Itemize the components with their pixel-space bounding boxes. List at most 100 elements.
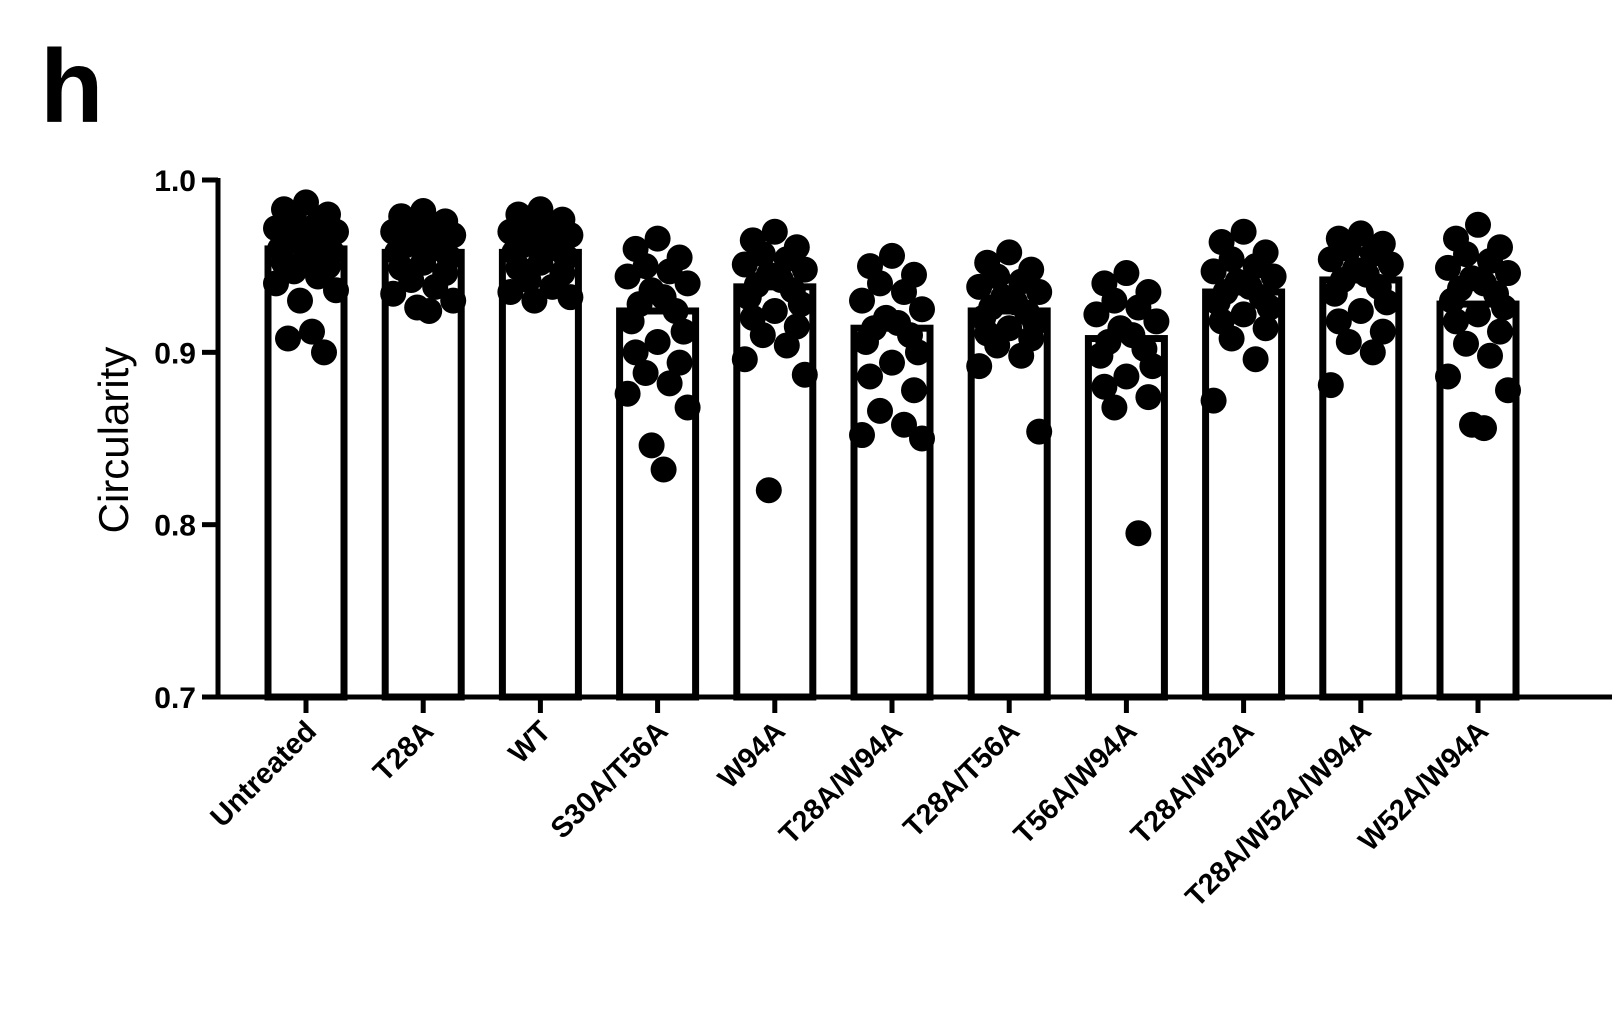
data-point	[1453, 330, 1479, 357]
bar	[1202, 288, 1286, 701]
data-point	[761, 297, 788, 324]
data-point	[735, 284, 762, 311]
data-point	[1113, 363, 1140, 390]
data-point	[787, 291, 814, 318]
data-point	[966, 273, 993, 300]
data-point	[1435, 254, 1461, 281]
data-point	[1465, 301, 1491, 328]
data-point	[853, 328, 879, 355]
data-point	[909, 296, 935, 323]
x-category-label: T28A/T56A	[898, 715, 1027, 844]
data-point	[299, 318, 325, 345]
bars-group	[264, 245, 1520, 701]
data-point	[749, 322, 776, 349]
bar	[264, 245, 348, 701]
data-point	[1443, 308, 1469, 335]
data-point	[1143, 308, 1170, 335]
data-point	[1453, 241, 1479, 268]
data-point	[1200, 258, 1227, 285]
data-point	[557, 284, 584, 311]
data-point	[761, 218, 788, 245]
data-point	[287, 287, 313, 314]
x-category-label: W94A	[712, 715, 792, 795]
data-point	[422, 273, 449, 300]
data-point	[1256, 294, 1283, 321]
data-point	[416, 297, 443, 324]
x-category-label: Untreated	[205, 715, 323, 833]
data-point	[1218, 325, 1245, 352]
data-point	[1335, 328, 1362, 355]
data-point	[1008, 342, 1035, 369]
x-category-label: T56A/W94A	[1008, 715, 1143, 850]
data-point	[1113, 260, 1140, 287]
bar	[1436, 300, 1520, 701]
data-point	[521, 287, 548, 314]
data-point	[1377, 251, 1404, 278]
data-point	[849, 422, 875, 449]
data-point	[755, 477, 782, 504]
data-point	[1200, 387, 1227, 414]
data-point	[1373, 289, 1400, 316]
data-point	[1242, 346, 1269, 373]
data-point	[773, 332, 800, 359]
data-point	[1491, 294, 1517, 321]
data-point	[1487, 318, 1513, 345]
data-point	[614, 263, 641, 290]
data-point	[1435, 363, 1461, 390]
data-point	[857, 363, 883, 390]
data-point	[614, 380, 641, 407]
data-point	[618, 308, 645, 335]
data-point	[666, 349, 693, 376]
x-category-label: WT	[503, 715, 558, 770]
x-category-label: S30A/T56A	[545, 715, 675, 845]
data-point	[674, 270, 701, 297]
data-point	[731, 251, 758, 278]
data-point	[263, 270, 289, 297]
data-point	[1252, 315, 1279, 342]
data-point	[1495, 377, 1521, 404]
data-point	[275, 325, 301, 352]
data-point	[1321, 280, 1348, 307]
y-axis: 0.7 0.8 0.9 1.0	[154, 165, 221, 715]
data-point	[1125, 520, 1152, 547]
data-point	[1495, 260, 1521, 287]
data-point	[1230, 218, 1257, 245]
data-point	[966, 353, 993, 380]
data-point	[1317, 246, 1344, 273]
data-point	[311, 339, 337, 366]
data-point	[909, 425, 935, 452]
data-point	[380, 280, 407, 307]
bar	[616, 307, 700, 701]
data-point	[867, 270, 893, 297]
data-point	[1087, 342, 1114, 369]
data-point	[656, 370, 683, 397]
panel-letter: h	[40, 29, 104, 145]
y-tick-label: 0.9	[154, 337, 196, 370]
data-point	[867, 397, 893, 424]
data-point	[1317, 372, 1344, 399]
data-point	[1135, 384, 1162, 411]
data-point	[1091, 373, 1118, 400]
data-point	[731, 346, 758, 373]
bar	[498, 248, 582, 701]
data-point	[1477, 342, 1503, 369]
data-point	[644, 225, 671, 252]
data-point	[1359, 339, 1386, 366]
data-point	[305, 263, 331, 290]
data-point	[791, 361, 818, 388]
data-point	[879, 349, 905, 376]
data-point	[1083, 301, 1110, 328]
data-point	[632, 360, 659, 387]
y-tick-label: 0.8	[154, 510, 196, 543]
data-point	[879, 242, 905, 269]
data-point	[1026, 279, 1053, 306]
data-point	[1369, 318, 1396, 345]
data-point	[323, 277, 349, 304]
data-point	[674, 394, 701, 421]
data-point	[622, 339, 649, 366]
data-point	[901, 377, 927, 404]
data-point	[905, 339, 931, 366]
data-point	[1230, 301, 1257, 328]
